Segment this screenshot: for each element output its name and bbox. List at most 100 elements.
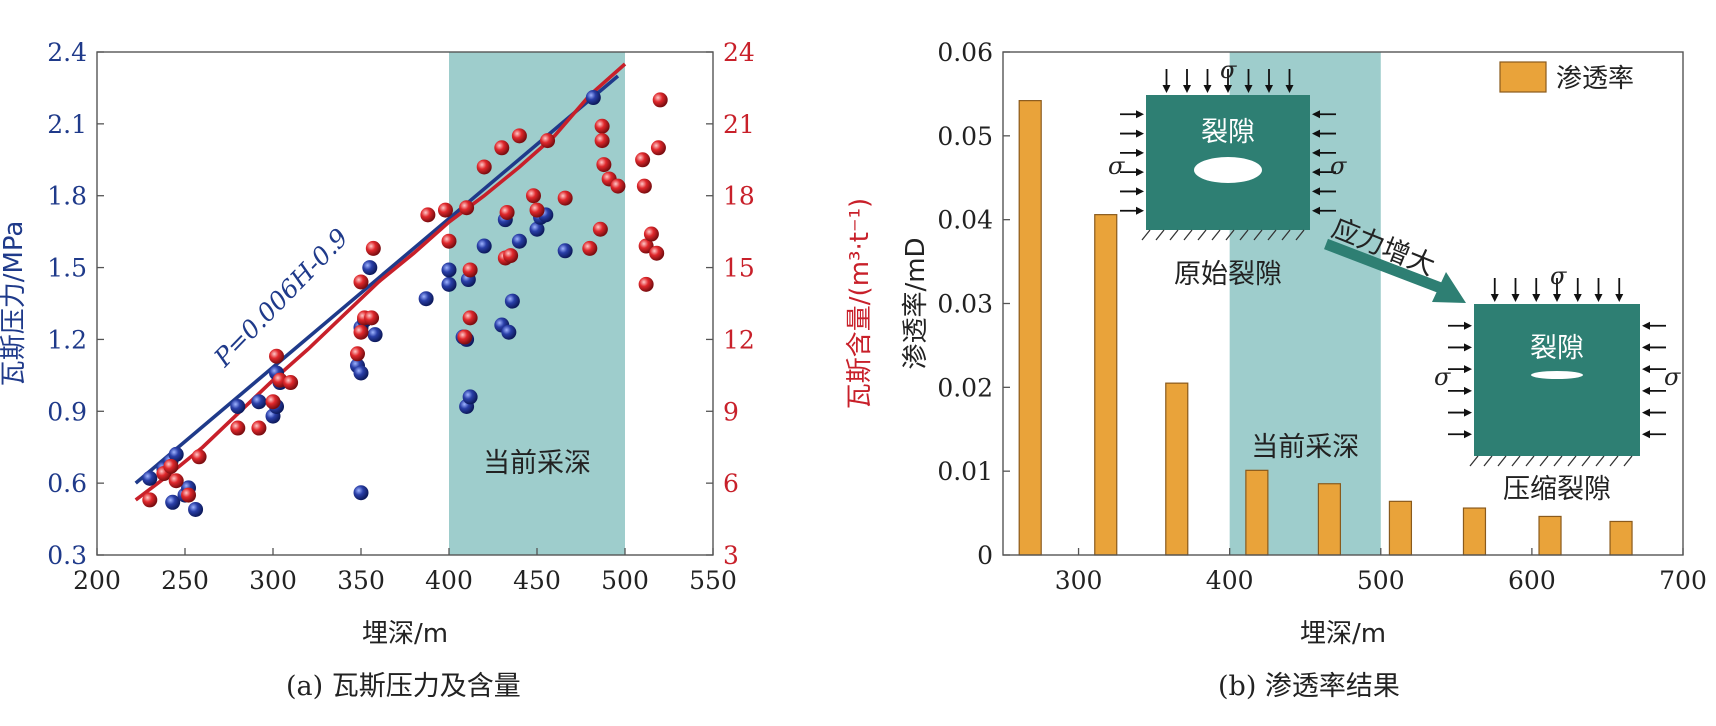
y-axis-label: 渗透率/mD [901, 237, 931, 369]
arrow-tip [1224, 85, 1232, 93]
arrow-tip [1642, 386, 1650, 395]
hatch-line [1469, 455, 1479, 467]
fracture-block [1474, 304, 1640, 456]
content-point [540, 133, 556, 149]
content-point [437, 202, 453, 218]
arrow-tip [1464, 365, 1472, 374]
y-tick-label: 0.05 [937, 122, 993, 151]
y-tick-label: 0.02 [937, 373, 993, 402]
content-point [349, 346, 365, 362]
arrow-tip [1642, 343, 1650, 352]
pressure-point [501, 324, 517, 340]
sigma-top: σ [1220, 56, 1237, 84]
content-point [365, 240, 381, 256]
y-tick-label: 0 [977, 541, 993, 570]
arrow-tip [1312, 110, 1320, 119]
x-axis-ticks: 300 400 500 600 700 [1055, 548, 1707, 595]
sigma-left: σ [1434, 363, 1451, 391]
content-point [594, 118, 610, 134]
y-tick-label: 0.6 [47, 469, 87, 498]
panel-b: 300 400 500 600 700 0 0.01 0.02 0.03 0.04 0.05 0.0… [901, 38, 1707, 649]
content-point [494, 140, 510, 156]
pressure-point [362, 260, 378, 276]
hatch-line [1483, 455, 1493, 467]
legend-swatch [1499, 61, 1547, 93]
x-tick-label: 500 [1357, 566, 1405, 595]
y-tick-label: 1.5 [47, 254, 87, 283]
points-layer [142, 90, 668, 517]
stress-arrows [1448, 278, 1666, 439]
x-tick-label: 700 [1659, 566, 1707, 595]
current-depth-band [449, 52, 625, 555]
hatch [1469, 455, 1633, 467]
content-point [643, 226, 659, 242]
legend: 渗透率 [1499, 61, 1634, 94]
hatch-line [1155, 229, 1165, 241]
content-point [420, 207, 436, 223]
arrow-tip [1464, 343, 1472, 352]
arrow-tip [1642, 430, 1650, 439]
sigma-top: σ [1550, 262, 1567, 290]
arrow-tip [1136, 168, 1144, 177]
fracture-label: 裂隙 [1201, 117, 1255, 148]
y-tick-label: 1.8 [47, 182, 87, 211]
arrow-tip [1615, 294, 1624, 302]
arrow-tip [1511, 294, 1520, 302]
y-tick-label: 0.3 [47, 541, 87, 570]
hatch [1141, 229, 1305, 241]
x-tick-label: 350 [337, 566, 385, 595]
hatch-line [1267, 229, 1277, 241]
y-tick-label: 0.04 [937, 206, 993, 235]
arrow-tip [1183, 85, 1191, 93]
arrow-tip [1136, 110, 1144, 119]
content-point [459, 200, 475, 216]
pressure-point [165, 494, 181, 510]
y-tick-label: 0.03 [937, 290, 993, 319]
pressure-point [418, 291, 434, 307]
arrow-tip [1573, 294, 1582, 302]
y2-tick-label: 24 [723, 38, 755, 67]
bar [1094, 214, 1118, 556]
hatch-line [1225, 229, 1235, 241]
x-tick-label: 400 [425, 566, 473, 595]
pressure-point [476, 238, 492, 254]
fracture-caption: 压缩裂隙 [1503, 474, 1611, 505]
y-tick-label: 0.01 [937, 457, 993, 486]
hatch-line [1539, 455, 1549, 467]
content-point [462, 262, 478, 278]
content-point [142, 492, 158, 508]
x-tick-label: 500 [601, 566, 649, 595]
content-point [503, 248, 519, 264]
content-point [168, 473, 184, 489]
arrow-tip [1203, 85, 1212, 93]
pressure-point [168, 446, 184, 462]
arrow-tip [1464, 408, 1472, 417]
content-point [353, 274, 369, 290]
legend-label: 渗透率 [1556, 64, 1634, 94]
fracture-opening [1194, 157, 1262, 183]
y2-tick-label: 21 [723, 110, 755, 139]
arrow-tip [1594, 294, 1603, 302]
sigma-right: σ [1664, 363, 1681, 391]
y2-tick-label: 12 [723, 325, 755, 354]
arrow-tip [1553, 294, 1561, 302]
arrow-tip [1642, 321, 1650, 330]
content-point [462, 310, 478, 326]
bar [1018, 100, 1042, 556]
hatch-line [1595, 455, 1605, 467]
pressure-point [462, 389, 478, 405]
y-tick-label: 0.9 [47, 397, 87, 426]
y2-tick-label: 6 [723, 469, 739, 498]
content-point [191, 449, 207, 465]
bar [1388, 500, 1413, 556]
arrow-tip [1136, 206, 1144, 215]
content-point [251, 420, 267, 436]
y-axis-ticks: 0 0.01 0.02 0.03 0.04 0.05 0.06 [937, 38, 1010, 570]
content-point [529, 202, 545, 218]
bar [1609, 520, 1633, 556]
arrow-tip [1312, 206, 1320, 215]
compressed-fracture-diagram: 裂隙 压缩裂隙 σ σ σ [1434, 262, 1681, 505]
hatch-line [1253, 229, 1263, 241]
content-point [592, 221, 608, 237]
bar [1245, 469, 1269, 556]
